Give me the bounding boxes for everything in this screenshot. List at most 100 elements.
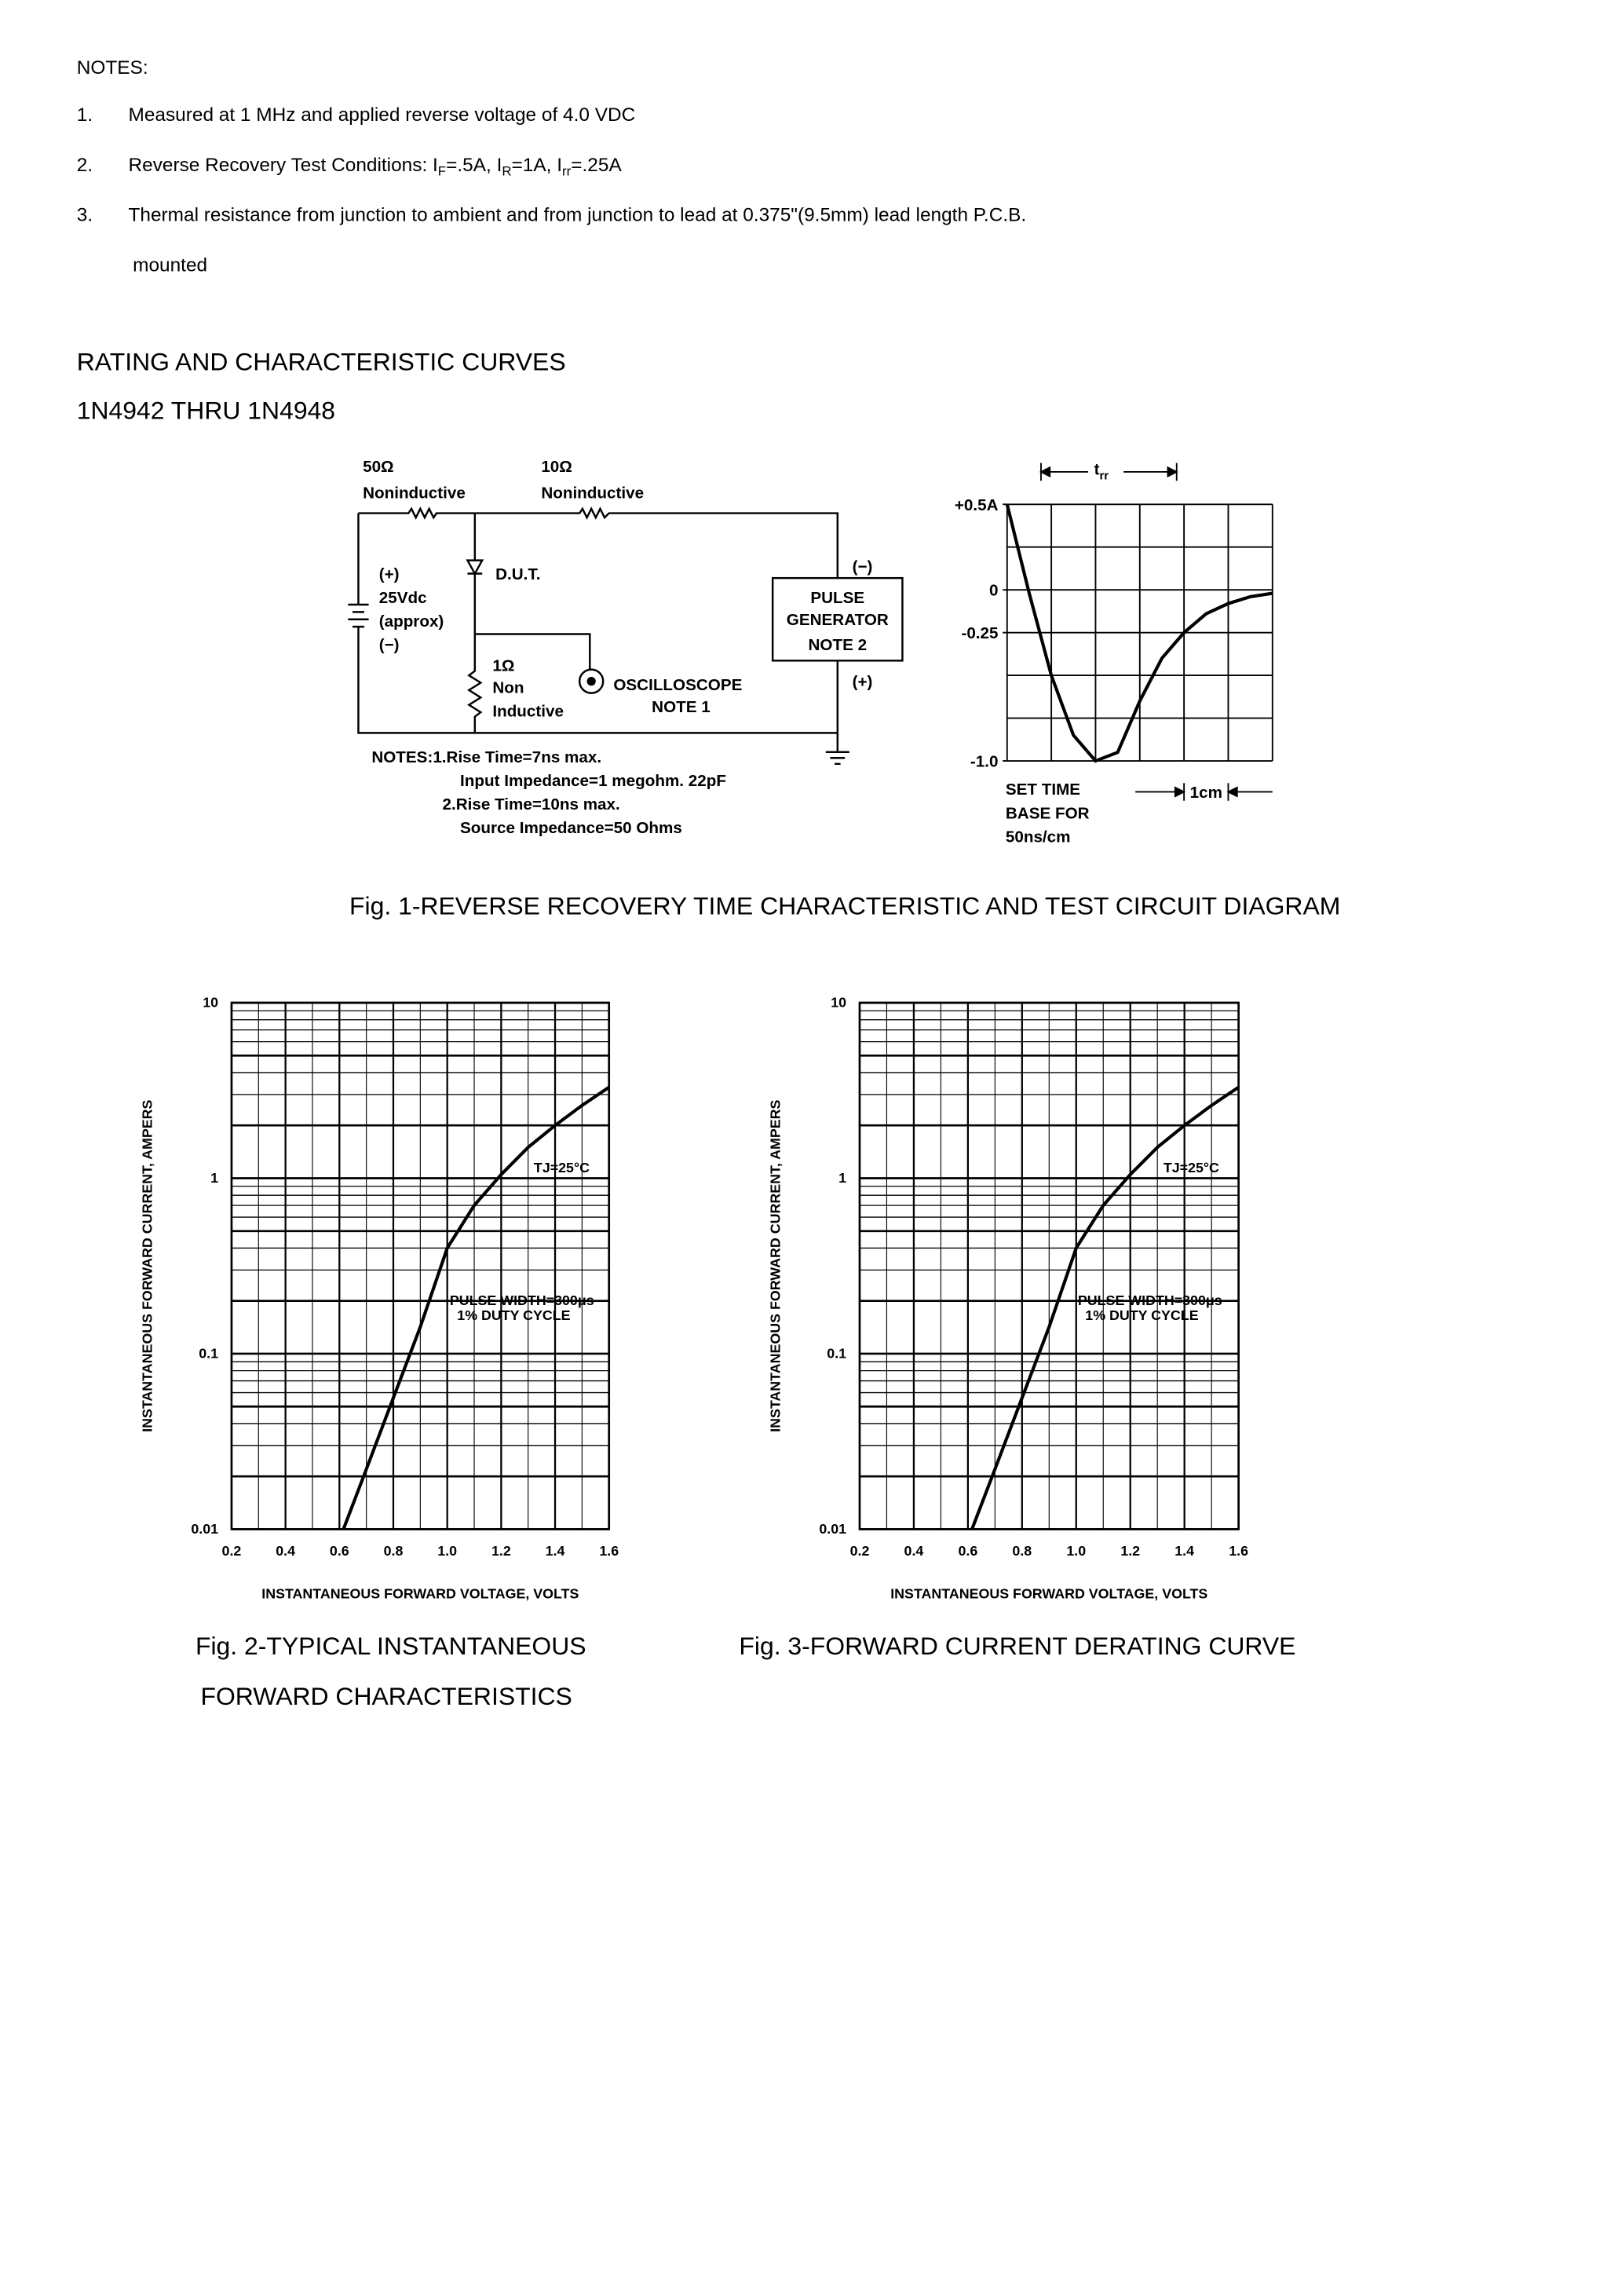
circuit-label: GENERATOR [787,611,889,629]
circuit-label: 25Vdc [379,589,427,607]
note-text: Thermal resistance from junction to ambi… [128,205,1026,226]
data-line [342,1085,610,1530]
forward-chart: 0.2 0.4 0.6 0.8 1.0 1.2 1.4 1.6 0.01 0.1 1 10 INSTAN… [140,995,619,1602]
note-number: 1. [77,104,93,126]
note-part: =.25A [571,155,622,176]
circuit-note: Source Impedance=50 Ohms [460,819,682,837]
scope-wire [474,633,591,670]
figure-caption: Fig. 3-FORWARD CURRENT DERATING CURVE [739,1632,1295,1660]
forward-chart: 0.2 0.4 0.6 0.8 1.0 1.2 1.4 1.6 0.01 0.1 1 10 INSTAN… [768,995,1249,1602]
trr-arrow [1039,462,1178,481]
x-tick-label: 0.6 [958,1543,977,1559]
x-tick-label: 0.8 [1012,1543,1032,1559]
note-subscript: rr [562,163,572,178]
y-tick-label: -1.0 [970,753,999,771]
ground [825,660,849,766]
battery-wire [348,513,838,734]
y-tick-label: -0.25 [961,624,998,642]
annotation: PULSE WIDTH=300μs [450,1292,594,1308]
figure-caption: Fig. 1-REVERSE RECOVERY TIME CHARACTERIS… [349,891,1340,919]
x-tick-label: 1.0 [437,1543,457,1559]
waveform-chart: +0.5A 0 -0.25 -1.0 trr SET TIME BASE FOR 50ns/c… [955,461,1273,846]
circuit-label: (−) [379,636,400,654]
circuit-label: D.U.T. [495,565,540,583]
x-tick-label: 1.4 [546,1543,565,1559]
note-subscript: F [438,163,446,178]
figure-caption: Fig. 2-TYPICAL INSTANTANEOUS [195,1632,586,1660]
circuit-note: Input Impedance=1 megohm. 22pF [460,772,726,790]
circuit-label: PULSE [810,589,864,607]
scale-arrows [1135,783,1273,801]
note-number: 2. [77,155,93,176]
note-subscript: R [502,163,511,178]
circuit-label: Noninductive [363,484,466,503]
trr-main: t [1094,461,1100,479]
annotation: PULSE WIDTH=300μs [1078,1292,1222,1308]
annotation: TJ=25°C [534,1160,590,1175]
y-tick-label: 0.1 [199,1346,218,1362]
y-tick-label: 0 [989,582,998,600]
x-tick-label: 0.4 [276,1543,295,1559]
circuit-label: Inductive [492,703,564,721]
section-subtitle: 1N4942 THRU 1N4948 [77,396,335,424]
circuit-label: (+) [853,673,873,691]
x-tick-label: 0.8 [384,1543,404,1559]
x-axis-label: INSTANTANEOUS FORWARD VOLTAGE, VOLTS [261,1586,579,1602]
note-part: =1A, I [512,155,562,176]
y-tick-label: +0.5A [955,496,999,514]
circuit-label: OSCILLOSCOPE [613,676,742,694]
y-axis-label: INSTANTANEOUS FORWARD CURRENT, AMPERS [140,1100,155,1432]
x-tick-label: 0.2 [222,1543,242,1559]
circuit-label: Noninductive [541,484,644,503]
x-tick-label: 1.2 [491,1543,511,1559]
annotation: TJ=25°C [1164,1160,1219,1175]
note-text: Reverse Recovery Test Conditions: IF=.5A… [128,155,622,179]
y-tick-label: 10 [831,995,846,1011]
circuit-diagram: 50Ω Noninductive 10Ω Noninductive (+) 25… [348,458,904,837]
annotation: 1cm [1190,784,1222,802]
annotation: 50ns/cm [1006,828,1071,846]
x-tick-label: 1.6 [1229,1543,1248,1559]
x-tick-label: 1.2 [1120,1543,1140,1559]
trr-subscript: rr [1099,469,1109,482]
annotation: BASE FOR [1006,804,1090,822]
circuit-note: 2.Rise Time=10ns max. [443,795,620,813]
wire [358,506,839,579]
note-text: mounted [133,255,207,276]
circuit-label: Non [492,679,524,697]
circuit-label: (−) [853,558,873,576]
y-tick-label: 0.01 [819,1521,846,1537]
circuit-label: 50Ω [363,458,394,476]
x-tick-label: 1.4 [1174,1543,1194,1559]
x-tick-label: 1.6 [599,1543,619,1559]
note-part: =.5A, I [446,155,502,176]
circuit-label: NOTE 1 [652,698,711,716]
note-number: 3. [77,205,93,226]
annotation: 1% DUTY CYCLE [457,1307,570,1323]
circuit-label: (approx) [379,612,444,631]
y-tick-label: 1 [838,1170,846,1186]
annotation: 1% DUTY CYCLE [1085,1307,1198,1323]
section-title: RATING AND CHARACTERISTIC CURVES [77,347,566,375]
x-tick-label: 0.2 [850,1543,870,1559]
scope-symbol [578,668,605,694]
note-part: Reverse Recovery Test Conditions: I [128,155,437,176]
circuit-label: 1Ω [492,656,514,675]
notes-heading: NOTES: [77,57,148,79]
x-tick-label: 1.0 [1066,1543,1086,1559]
circuit-label: (+) [379,565,400,583]
trr-label: trr [1094,461,1109,483]
y-tick-label: 0.1 [827,1346,846,1362]
annotation: SET TIME [1006,781,1080,799]
figure-caption: FORWARD CHARACTERISTICS [200,1682,572,1710]
dut-branch [466,513,484,733]
scope-symbol-center [586,676,596,686]
circuit-label: NOTE 2 [809,636,868,654]
circuit-label: 10Ω [541,458,572,476]
y-axis-label: INSTANTANEOUS FORWARD CURRENT, AMPERS [768,1100,784,1432]
circuit-note: NOTES:1.Rise Time=7ns max. [371,748,601,766]
y-tick-label: 1 [210,1170,218,1186]
note-text: Measured at 1 MHz and applied reverse vo… [128,104,635,126]
